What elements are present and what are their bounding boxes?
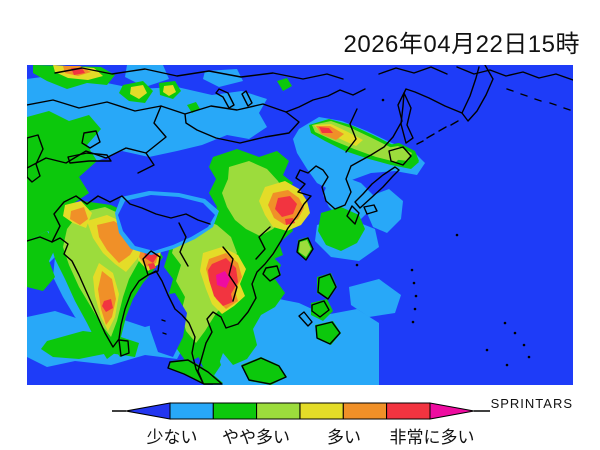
coastlines-borders bbox=[27, 65, 573, 385]
legend-seg-5 bbox=[342, 402, 388, 420]
legend-arrow-left bbox=[125, 402, 171, 420]
legend-arrow-right bbox=[429, 402, 475, 420]
aerosol-max-layer bbox=[216, 271, 230, 288]
legend-seg-3 bbox=[256, 402, 301, 420]
legend-seg-6 bbox=[386, 402, 431, 420]
sprintars-credit: SPRINTARS bbox=[490, 396, 573, 411]
legend-seg-1 bbox=[169, 402, 214, 420]
aerosol-forecast-map bbox=[27, 65, 573, 385]
legend-label-low: 少ない bbox=[146, 428, 198, 447]
legend-seg-2 bbox=[212, 402, 258, 420]
legend-label-very-high: 非常に多い bbox=[389, 428, 475, 447]
legend-seg-4 bbox=[299, 402, 344, 420]
map-canvas bbox=[27, 65, 573, 385]
legend-label-moderate: やや多い bbox=[222, 428, 290, 447]
legend-label-high: 多い bbox=[327, 428, 361, 447]
legend-svg bbox=[112, 402, 490, 420]
island-dots bbox=[355, 98, 531, 367]
legend-colorbar bbox=[0, 396, 600, 450]
date-title: 2026年04月22日15時 bbox=[343, 31, 580, 58]
